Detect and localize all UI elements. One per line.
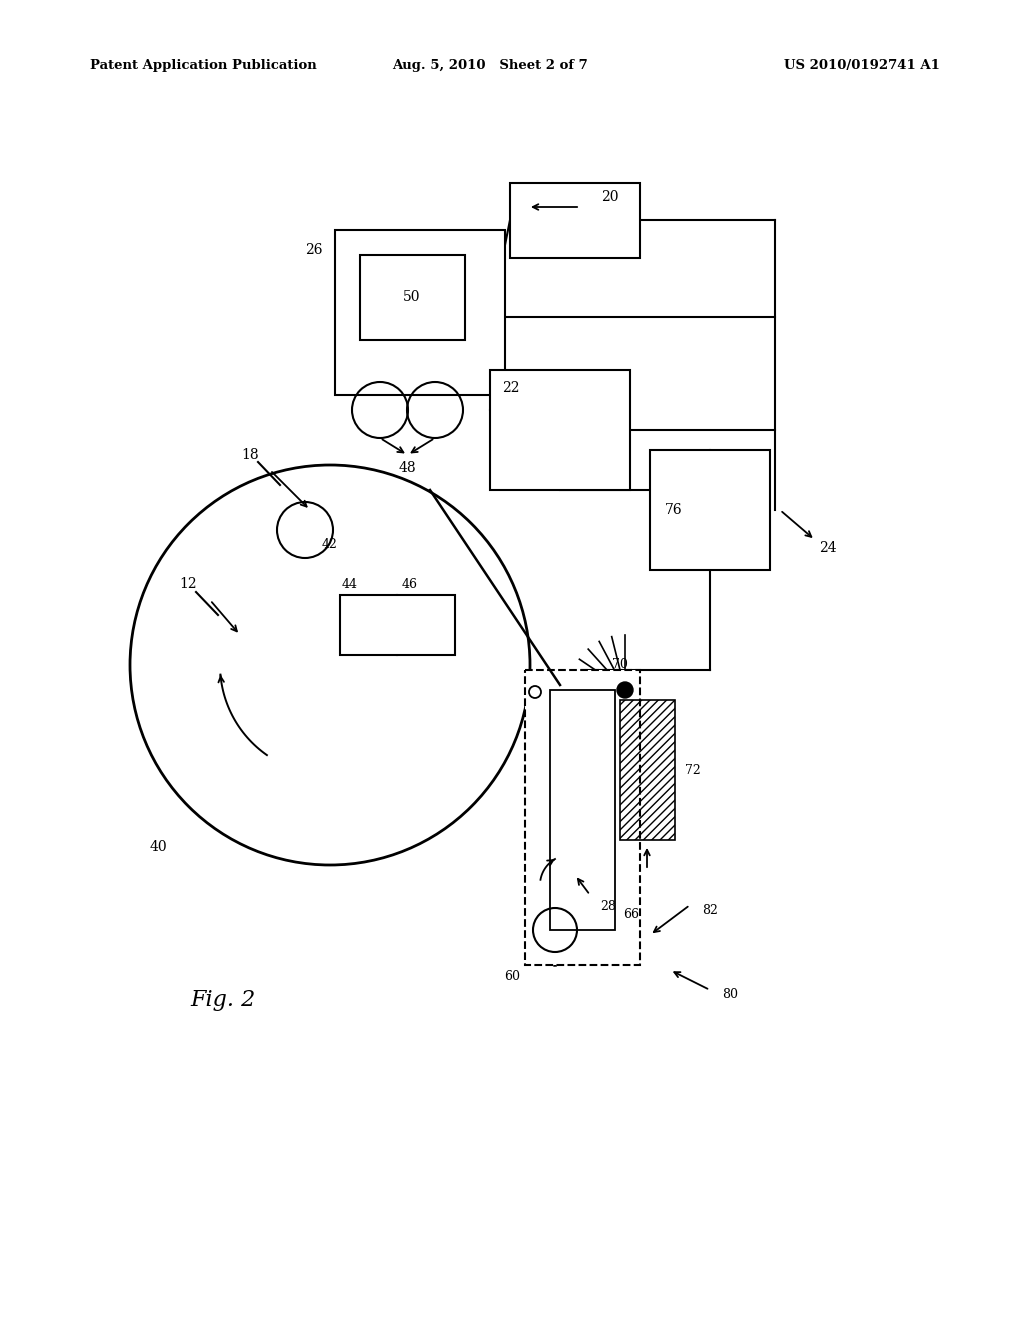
Bar [360, 255, 465, 341]
Text: 48: 48 [398, 461, 417, 475]
Text: 76: 76 [665, 503, 683, 517]
Text: 60: 60 [504, 970, 520, 983]
Text: 18: 18 [242, 447, 259, 462]
Text: 46: 46 [402, 578, 418, 591]
Bar [490, 370, 630, 490]
Text: 66: 66 [623, 908, 639, 921]
Circle shape [617, 682, 633, 698]
Text: 82: 82 [702, 903, 718, 916]
Text: Fig. 2: Fig. 2 [190, 989, 255, 1011]
Text: Aug. 5, 2010   Sheet 2 of 7: Aug. 5, 2010 Sheet 2 of 7 [392, 58, 588, 71]
Text: 26: 26 [305, 243, 323, 257]
Text: 24: 24 [819, 541, 837, 554]
Text: US 2010/0192741 A1: US 2010/0192741 A1 [784, 58, 940, 71]
Text: 22: 22 [502, 381, 519, 395]
Bar [650, 450, 770, 570]
Bar [550, 690, 615, 931]
Text: 72: 72 [685, 763, 700, 776]
Bar [510, 183, 640, 257]
Bar [335, 230, 505, 395]
Bar [525, 671, 640, 965]
Text: 12: 12 [179, 577, 197, 591]
Text: 80: 80 [722, 989, 738, 1002]
Text: 50: 50 [403, 290, 421, 304]
Text: 40: 40 [150, 840, 168, 854]
Text: 20: 20 [601, 190, 618, 205]
Bar [340, 595, 455, 655]
Text: 42: 42 [323, 539, 338, 552]
Bar [620, 700, 675, 840]
Text: 44: 44 [342, 578, 358, 591]
Text: Patent Application Publication: Patent Application Publication [90, 58, 316, 71]
Text: 28: 28 [600, 900, 615, 913]
Text: 70: 70 [612, 659, 628, 672]
